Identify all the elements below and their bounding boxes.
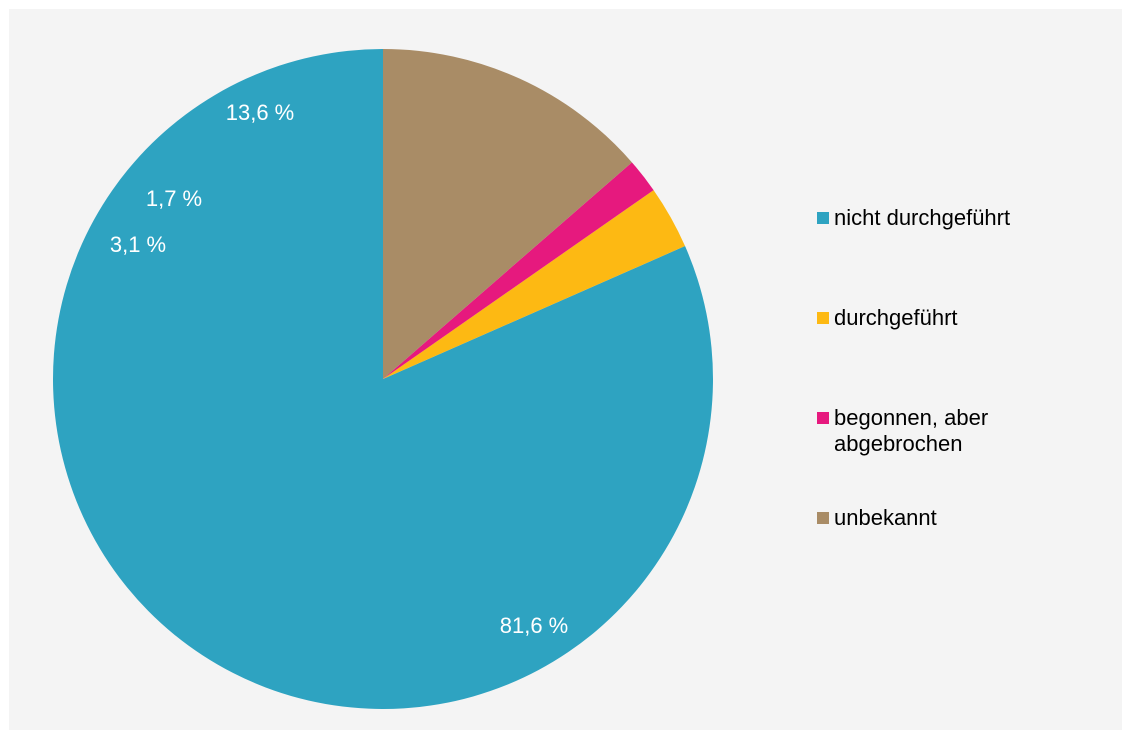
legend-label-1: nicht durchgeführt bbox=[834, 205, 1011, 230]
legend-item-1: nicht durchgeführt bbox=[817, 205, 1010, 231]
pie-chart: 81,6 % 3,1 % 1,7 % 13,6 % bbox=[52, 49, 713, 710]
legend-item-3: begonnen, aber abgebrochen bbox=[817, 405, 988, 457]
legend-swatch-3 bbox=[817, 412, 829, 424]
slice-label-1: 81,6 % bbox=[500, 613, 569, 638]
legend-label-4: unbekannt bbox=[834, 505, 937, 530]
slice-label-3: 1,7 % bbox=[146, 186, 202, 211]
legend-label-3: begonnen, aber abgebrochen bbox=[834, 405, 989, 456]
legend-swatch-4 bbox=[817, 512, 829, 524]
pie-slice-3 bbox=[383, 162, 654, 379]
chart-area: 81,6 % 3,1 % 1,7 % 13,6 % nicht durchgeführ… bbox=[9, 9, 1122, 730]
legend-label-2: durchgeführt bbox=[834, 305, 958, 330]
pie-slice-4 bbox=[383, 49, 632, 379]
pie-slice-1 bbox=[52, 49, 713, 710]
pie-slice-2 bbox=[383, 190, 686, 379]
slice-label-2: 3,1 % bbox=[110, 232, 166, 257]
legend-swatch-1 bbox=[817, 212, 829, 224]
slice-label-4: 13,6 % bbox=[226, 100, 295, 125]
legend-item-4: unbekannt bbox=[817, 505, 937, 531]
legend-item-2: durchgeführt bbox=[817, 305, 958, 331]
legend-swatch-2 bbox=[817, 312, 829, 324]
